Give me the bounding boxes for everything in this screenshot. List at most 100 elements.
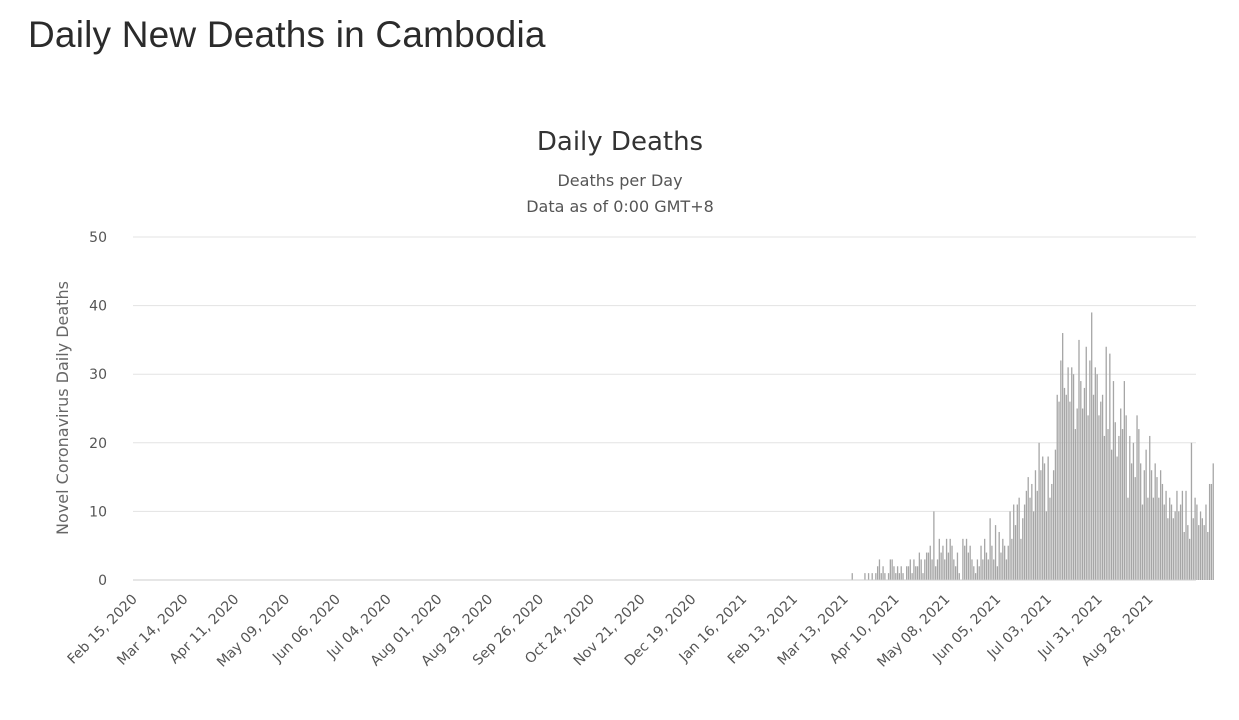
bar[interactable] — [1074, 429, 1077, 580]
bar[interactable] — [1076, 408, 1078, 581]
bar[interactable] — [1190, 442, 1193, 580]
bar[interactable] — [1165, 490, 1167, 580]
bar[interactable] — [1107, 429, 1109, 580]
bar[interactable] — [1069, 401, 1071, 580]
bar[interactable] — [918, 552, 921, 580]
bar[interactable] — [1052, 470, 1055, 580]
bar[interactable] — [1118, 435, 1120, 580]
bar[interactable] — [906, 566, 908, 580]
bar[interactable] — [973, 566, 975, 580]
bar[interactable] — [978, 566, 980, 580]
bar[interactable] — [944, 559, 946, 580]
bar[interactable] — [891, 559, 893, 580]
bar[interactable] — [864, 573, 866, 580]
bar[interactable] — [1143, 470, 1145, 580]
bar[interactable] — [924, 559, 926, 580]
bar[interactable] — [1129, 435, 1131, 580]
bar[interactable] — [1179, 504, 1182, 580]
bar[interactable] — [938, 538, 940, 580]
bar[interactable] — [878, 559, 881, 580]
bar[interactable] — [893, 566, 895, 580]
bar[interactable] — [1007, 545, 1009, 580]
bar[interactable] — [1056, 394, 1058, 580]
bar[interactable] — [896, 566, 899, 580]
bar[interactable] — [994, 525, 997, 580]
bar[interactable] — [1127, 497, 1129, 580]
bar[interactable] — [1092, 394, 1095, 580]
bar[interactable] — [1125, 415, 1127, 580]
bar[interactable] — [915, 566, 917, 580]
bar[interactable] — [1121, 429, 1124, 580]
bar[interactable] — [1123, 381, 1126, 580]
bar[interactable] — [1011, 538, 1013, 580]
bar[interactable] — [927, 552, 930, 580]
bar[interactable] — [947, 552, 950, 580]
bar[interactable] — [1203, 525, 1205, 580]
bar[interactable] — [1140, 463, 1142, 580]
bar[interactable] — [933, 511, 935, 580]
bar[interactable] — [1072, 374, 1075, 580]
bar[interactable] — [887, 573, 890, 580]
bar[interactable] — [971, 559, 973, 580]
bar[interactable] — [1038, 442, 1040, 580]
bar[interactable] — [1136, 415, 1138, 580]
bar[interactable] — [1018, 497, 1020, 580]
bar[interactable] — [1161, 483, 1164, 580]
bar[interactable] — [1098, 415, 1100, 580]
bar[interactable] — [882, 566, 884, 580]
bar[interactable] — [969, 545, 971, 580]
bar[interactable] — [1159, 470, 1162, 580]
bar[interactable] — [920, 559, 922, 580]
bar[interactable] — [1114, 422, 1116, 580]
bar[interactable] — [1112, 381, 1115, 580]
bar[interactable] — [1036, 490, 1038, 580]
bar[interactable] — [1060, 360, 1062, 580]
bar[interactable] — [1110, 449, 1113, 580]
bar[interactable] — [976, 559, 979, 580]
bar[interactable] — [1051, 483, 1053, 580]
bar[interactable] — [1208, 483, 1211, 580]
bar[interactable] — [1120, 408, 1122, 581]
bar[interactable] — [1023, 504, 1026, 580]
bar[interactable] — [1000, 552, 1002, 580]
bar[interactable] — [1212, 463, 1214, 580]
bar[interactable] — [967, 552, 969, 580]
bar[interactable] — [900, 566, 902, 580]
bar[interactable] — [1078, 339, 1080, 580]
bar[interactable] — [1071, 367, 1073, 580]
bar[interactable] — [998, 531, 1000, 580]
bar[interactable] — [1013, 504, 1015, 580]
bar[interactable] — [911, 573, 913, 580]
bar[interactable] — [984, 538, 986, 580]
bar[interactable] — [1185, 490, 1187, 580]
bar[interactable] — [1187, 525, 1189, 580]
bar[interactable] — [931, 559, 933, 580]
bar[interactable] — [1058, 401, 1060, 580]
bar[interactable] — [1054, 449, 1057, 580]
bar[interactable] — [1116, 456, 1118, 580]
bar[interactable] — [922, 573, 924, 580]
bar[interactable] — [1014, 525, 1017, 580]
bar[interactable] — [1005, 559, 1008, 580]
bar[interactable] — [1109, 353, 1111, 580]
bar[interactable] — [991, 545, 993, 580]
bar[interactable] — [1154, 463, 1156, 580]
bar[interactable] — [1002, 538, 1004, 580]
bar[interactable] — [1062, 333, 1064, 580]
bar[interactable] — [1063, 387, 1066, 580]
bar[interactable] — [980, 545, 982, 580]
bar[interactable] — [954, 566, 957, 580]
bar[interactable] — [1105, 346, 1107, 580]
bar[interactable] — [1025, 490, 1028, 580]
bar[interactable] — [1169, 497, 1171, 580]
bar[interactable] — [1047, 456, 1049, 580]
bar[interactable] — [1101, 394, 1104, 580]
bar[interactable] — [1049, 497, 1051, 580]
bar[interactable] — [987, 559, 989, 580]
bar[interactable] — [913, 559, 915, 580]
bar[interactable] — [867, 573, 870, 580]
bar[interactable] — [958, 573, 960, 580]
bar[interactable] — [1145, 449, 1147, 580]
bar[interactable] — [1176, 490, 1178, 580]
bar[interactable] — [1130, 463, 1133, 580]
